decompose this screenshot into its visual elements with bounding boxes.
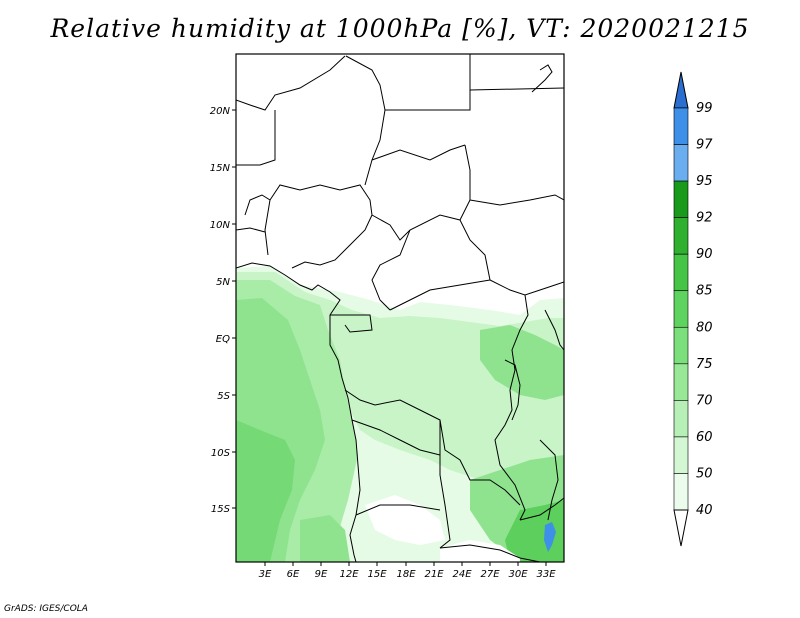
rh-75-coast-region <box>300 515 350 562</box>
colorbar-label: 95 <box>696 174 713 189</box>
lon-label-21e: 21E <box>424 569 444 580</box>
colorbar-segment <box>673 217 689 255</box>
colorbar-label: 85 <box>696 284 713 299</box>
colorbar-label: 90 <box>696 247 713 262</box>
colorbar: 99 97 95 92 90 85 80 75 70 60 50 40 <box>673 71 713 547</box>
colorbar-segment <box>673 326 689 365</box>
lat-ticks <box>232 109 236 509</box>
lon-label-33e: 33E <box>536 569 556 580</box>
grads-credit: GrADS: IGES/COLA <box>4 604 88 614</box>
colorbar-segment <box>673 144 689 182</box>
lon-label-27e: 27E <box>480 569 500 580</box>
dry-pocket-south <box>365 495 445 545</box>
colorbar-segment <box>673 473 689 511</box>
lon-label-30e: 30E <box>508 569 528 580</box>
lon-label-12e: 12E <box>339 569 359 580</box>
colorbar-bottom-arrow <box>673 509 689 547</box>
colorbar-label: 80 <box>696 320 713 335</box>
map-title: Relative humidity at 1000hPa [%], VT: 20… <box>50 14 750 43</box>
lon-label-9e: 9E <box>315 569 328 580</box>
colorbar-segment <box>673 400 689 438</box>
colorbar-segment <box>673 363 689 401</box>
colorbar-label: 50 <box>696 466 713 481</box>
colorbar-label: 75 <box>696 357 713 372</box>
colorbar-segment <box>673 253 689 292</box>
lat-label-15n: 15N <box>210 163 231 174</box>
colorbar-segment <box>673 180 689 218</box>
lon-label-15e: 15E <box>367 569 387 580</box>
rh-97-spots <box>544 522 556 552</box>
lat-label-15s: 15S <box>211 504 231 515</box>
borders <box>236 54 564 562</box>
lat-label-eq: EQ <box>216 334 230 345</box>
colorbar-segment <box>673 290 689 328</box>
lon-label-18e: 18E <box>396 569 416 580</box>
map-frame <box>235 53 565 563</box>
colorbar-label: 70 <box>696 393 713 408</box>
colorbar-label: 97 <box>696 138 713 153</box>
colorbar-label: 99 <box>696 101 713 116</box>
lat-label-20n: 20N <box>210 106 231 117</box>
lat-label-5s: 5S <box>217 391 230 402</box>
lon-ticks <box>264 562 547 566</box>
lon-label-6e: 6E <box>287 569 300 580</box>
lat-label-5n: 5N <box>216 277 230 288</box>
lat-label-10s: 10S <box>211 448 231 459</box>
colorbar-label: 60 <box>696 430 713 445</box>
lon-label-24e: 24E <box>452 569 472 580</box>
lat-label-10n: 10N <box>210 220 231 231</box>
lon-label-3e: 3E <box>259 569 272 580</box>
colorbar-label: 92 <box>696 211 713 226</box>
colorbar-top-arrow <box>673 71 689 109</box>
rh-75-east-region <box>480 325 564 400</box>
rh-80-ocean-region <box>236 420 295 562</box>
colorbar-segment <box>673 107 689 145</box>
colorbar-label: 40 <box>696 503 713 518</box>
colorbar-segment <box>673 436 689 474</box>
